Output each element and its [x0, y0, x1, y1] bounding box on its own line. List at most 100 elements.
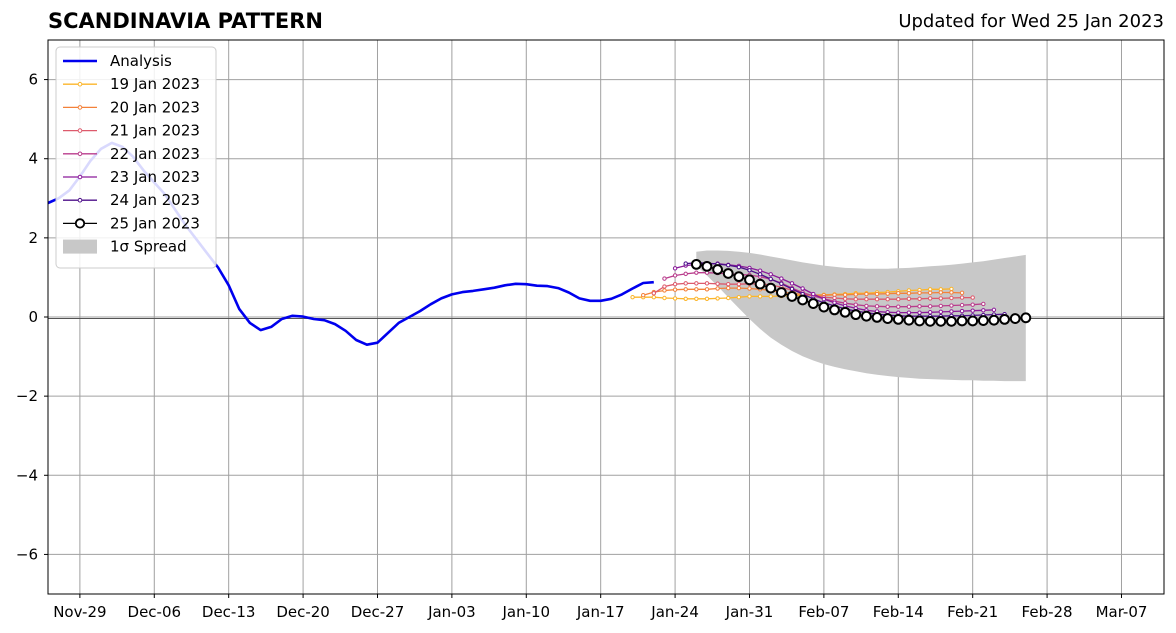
legend-label: 20 Jan 2023 [110, 98, 200, 116]
legend-marker [77, 174, 83, 180]
forecast-point [800, 286, 805, 291]
forecast-point [924, 315, 936, 327]
forecast-point [747, 294, 752, 299]
forecast-point [821, 296, 827, 302]
x-tick-label: Dec-13 [202, 603, 256, 621]
legend-label: 19 Jan 2023 [110, 75, 200, 93]
forecast-point [818, 301, 830, 313]
forecast-point [882, 313, 894, 324]
forecast-point [704, 281, 710, 286]
forecast-point [736, 285, 742, 291]
forecast-point [874, 304, 880, 309]
legend-swatch [63, 239, 97, 254]
legend-marker [77, 151, 83, 157]
legend-item: 20 Jan 2023 [63, 98, 200, 116]
forecast-point [694, 287, 699, 292]
forecast-point [949, 295, 954, 301]
forecast-point [704, 296, 710, 301]
x-tick-label: Feb-28 [1022, 603, 1073, 621]
forecast-point [917, 304, 922, 309]
forecast-point [768, 294, 773, 299]
x-tick-label: Dec-27 [351, 603, 405, 621]
forecast-point [874, 291, 880, 297]
y-tick-label: −6 [16, 545, 38, 563]
forecast-point [906, 310, 912, 315]
forecast-point [903, 314, 915, 326]
forecast-point [1009, 313, 1021, 324]
forecast-point [662, 288, 667, 293]
legend-item: 25 Jan 2023 [63, 214, 200, 232]
forecast-point [672, 281, 678, 287]
y-tick-label: −4 [16, 466, 38, 484]
forecast-point [949, 309, 954, 314]
forecast-point [683, 261, 688, 266]
forecast-point [938, 309, 943, 315]
legend-item: 24 Jan 2023 [63, 191, 200, 209]
forecast-point [757, 272, 763, 277]
legend-item: 23 Jan 2023 [63, 168, 200, 186]
forecast-point [977, 315, 989, 326]
x-tick-label: Nov-29 [53, 603, 106, 621]
forecast-point [726, 285, 731, 291]
forecast-point [651, 295, 657, 300]
forecast-point [938, 303, 943, 309]
forecast-point [906, 304, 912, 309]
forecast-point [807, 298, 819, 309]
forecast-point [927, 290, 933, 296]
forecast-point [1020, 312, 1032, 324]
legend-label: Analysis [110, 52, 172, 70]
forecast-point [906, 296, 912, 301]
grid [48, 40, 1164, 594]
forecast-point [779, 281, 784, 286]
forecast-point [927, 296, 933, 301]
forecast-point [861, 310, 872, 322]
forecast-point [683, 296, 688, 301]
forecast-point [736, 264, 742, 270]
legend-marker [77, 197, 83, 203]
forecast-point [914, 315, 925, 327]
forecast-point [874, 296, 880, 302]
forecast-point [757, 294, 763, 299]
x-tick-label: Dec-20 [276, 603, 330, 621]
forecast-point [694, 296, 699, 301]
forecast-point [981, 301, 986, 307]
forecast-point [991, 307, 997, 313]
x-tick-label: Jan-17 [576, 603, 625, 621]
forecast-point [722, 268, 734, 279]
forecast-point [906, 291, 912, 296]
forecast-point [896, 291, 901, 296]
legend-marker [77, 128, 83, 133]
y-tick-label: 2 [28, 229, 38, 247]
legend-label: 1σ Spread [110, 238, 187, 256]
x-tick-label: Dec-06 [128, 603, 182, 621]
legend-label: 25 Jan 2023 [110, 214, 200, 232]
forecast-point [917, 310, 922, 315]
legend-marker [77, 81, 83, 87]
legend-marker [77, 105, 83, 110]
forecast-point [927, 287, 933, 292]
forecast-point [683, 281, 688, 286]
forecast-point [829, 304, 840, 316]
forecast-point [797, 294, 809, 306]
chart-title: SCANDINAVIA PATTERN [48, 9, 323, 33]
y-tick-label: 4 [28, 150, 38, 168]
forecast-point [757, 268, 763, 273]
forecast-point [935, 315, 947, 327]
forecast-point [672, 273, 678, 278]
forecast-point [917, 290, 922, 296]
forecast-point [712, 264, 723, 275]
x-tick-label: Jan-31 [725, 603, 774, 621]
forecast-point [938, 296, 943, 301]
axes: Nov-29 Dec-06 Dec-13 Dec-20 Dec-27 Jan-03 Jan-… [16, 39, 1165, 621]
legend-item: 1σ Spread [63, 238, 187, 256]
y-tick-label: 0 [28, 308, 38, 326]
forecast-point [683, 287, 688, 292]
forecast-point [641, 293, 646, 298]
forecast-point [662, 284, 667, 289]
forecast-point [970, 308, 975, 313]
forecast-point [736, 295, 742, 300]
legend-label: 23 Jan 2023 [110, 168, 200, 186]
forecast-point [864, 296, 869, 302]
legend-label: 24 Jan 2023 [110, 191, 200, 209]
